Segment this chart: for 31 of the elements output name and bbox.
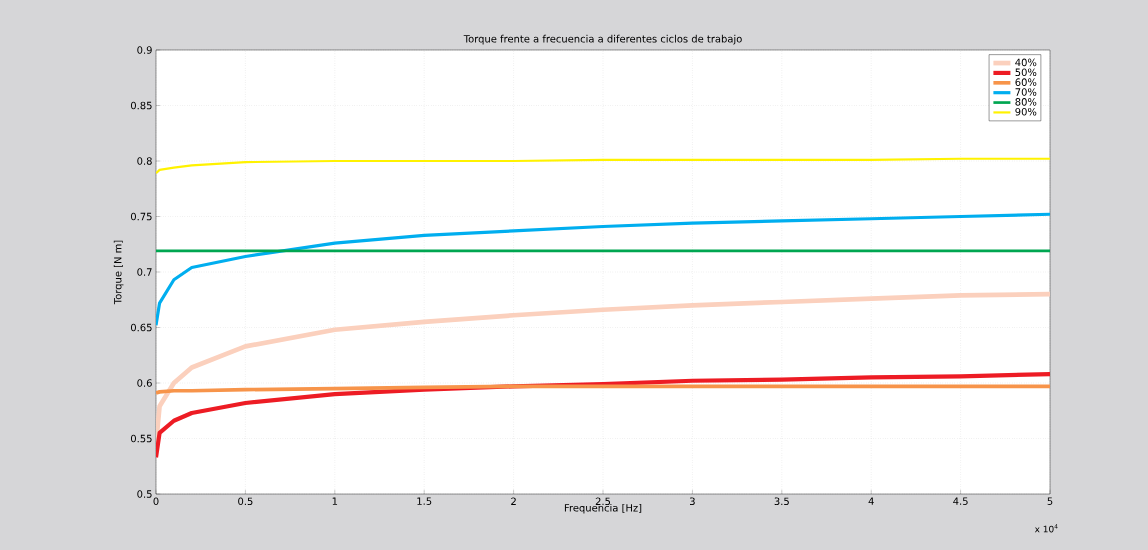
x-tick-label: 0 (153, 497, 159, 506)
x-tick-label: 1 (332, 497, 338, 505)
text: x 10$^{4}$ (1034, 524, 1058, 533)
legend-label: 80% (1015, 98, 1037, 106)
y-tick-label: 0.55 (130, 434, 152, 443)
y-tick-label: 0.6 (137, 379, 152, 387)
y-tick-label: 0.85 (130, 101, 152, 110)
x-tick-label: 4.5 (953, 497, 968, 505)
legend-label: 50% (1015, 68, 1037, 77)
y-tick-label: 0.5 (137, 490, 152, 498)
y-tick-label: 0.7 (137, 268, 152, 276)
legend-label: 60% (1015, 78, 1037, 86)
x-tick-label: 1.5 (417, 497, 432, 505)
y-tick-label: 0.75 (130, 212, 152, 221)
x-axis-title: Frequencia [Hz] (564, 503, 642, 514)
legend-label: 40% (1015, 58, 1037, 67)
y-tick-label: 0.65 (130, 323, 152, 332)
x-tick-label: 5 (1047, 497, 1053, 505)
x-tick-label: 2.5 (595, 497, 611, 506)
y-tick-label: 0.8 (137, 157, 152, 165)
legend-label: 90% (1015, 107, 1037, 116)
x-tick-label: 4 (868, 497, 874, 505)
x-tick-label: 2 (511, 497, 516, 505)
line-series (156, 212, 1051, 327)
legend-label: 70% (1015, 88, 1037, 96)
chart-title: Torque frente a frecuencia a diferentes ciclos de trabajo (463, 34, 742, 45)
x-tick-label: 3 (690, 497, 695, 506)
x-tick-label: 0.5 (238, 497, 253, 506)
y-tick-label: 0.9 (137, 46, 152, 54)
y-axis-title: Torque [N m] (113, 240, 124, 305)
x-tick-label: 3.5 (774, 497, 789, 506)
